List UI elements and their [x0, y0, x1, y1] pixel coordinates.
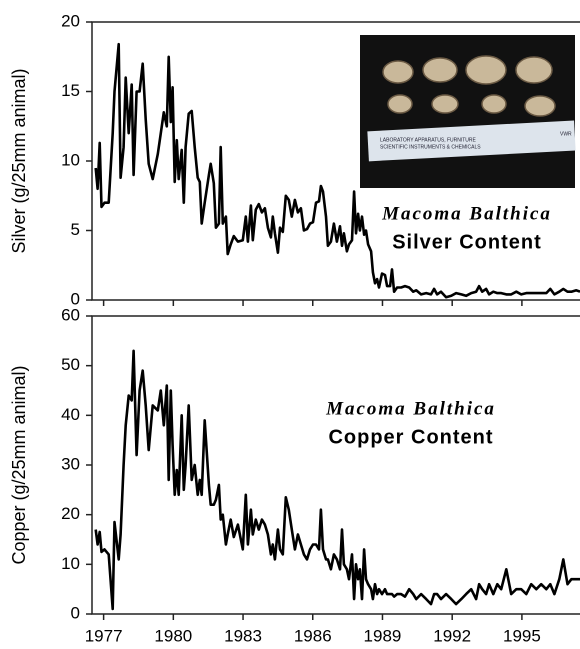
y-tick-label: 50 [61, 355, 80, 374]
x-tick-label: 1989 [364, 626, 402, 645]
annotation-label: Silver Content [392, 231, 542, 253]
chart: Copper (g/25mm animal) 1995 1992 1989 1986 19… [0, 0, 580, 649]
y-tick-label: 15 [61, 81, 80, 100]
y-tick-label: 30 [61, 454, 80, 473]
annotation-species: Macoma Balthica [381, 203, 552, 224]
x-tick-label: 1995 [503, 626, 541, 645]
y-axis-title: Copper (g/25mm animal) [9, 365, 29, 564]
x-tick-label: 1983 [224, 626, 262, 645]
inset-photo: LABORATORY APPARATUS, FURNITURE SCIENTIF… [360, 35, 576, 188]
data-line [96, 351, 580, 609]
y-axis-title: Silver (g/25mm animal) [9, 68, 29, 253]
y-tick-label: 40 [61, 405, 80, 424]
y-tick-label: 20 [61, 504, 80, 523]
y-tick-label: 0 [71, 289, 80, 308]
y-tick-label: 10 [61, 554, 80, 573]
inset-text: SCIENTIFIC INSTRUMENTS & CHEMICALS [380, 144, 481, 150]
y-tick-label: 10 [61, 150, 80, 169]
x-tick-label: 1992 [433, 626, 471, 645]
annotation-species: Macoma Balthica [325, 398, 496, 419]
y-tick-label: 0 [71, 603, 80, 622]
inset-text: VWR [560, 131, 572, 137]
x-tick-label: 1980 [154, 626, 192, 645]
y-tick-label: 20 [61, 11, 80, 30]
y-tick-label: 5 [71, 220, 80, 239]
x-tick-label: 1977 [85, 626, 123, 645]
x-tick-label: 1986 [294, 626, 332, 645]
annotation-label: Copper Content [328, 426, 493, 448]
inset-text: LABORATORY APPARATUS, FURNITURE [380, 137, 477, 143]
